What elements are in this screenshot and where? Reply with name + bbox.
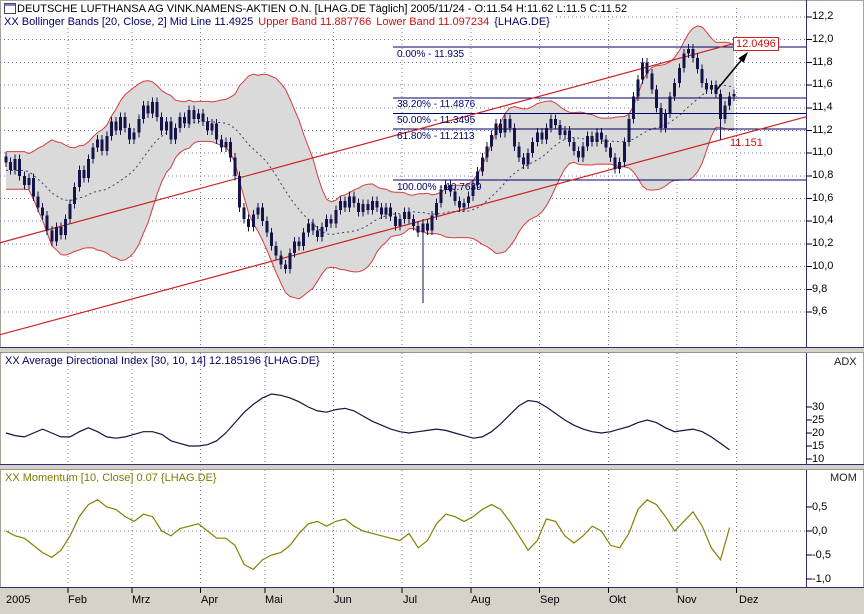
mom-chart-area[interactable]: [0, 470, 806, 587]
y-tick-label: 12,2: [812, 10, 834, 22]
y-tick-label: 9,6: [812, 305, 828, 317]
symbol-label: {LHAG.DE}: [494, 16, 550, 28]
month-label: Okt: [609, 594, 627, 606]
bollinger-midline-label: XX Bollinger Bands [20, Close, 2] Mid Li…: [4, 16, 254, 28]
time-axis-bar: [0, 587, 864, 614]
adx-tick-label: 30: [812, 401, 825, 413]
bollinger-upper-label: Upper Band 11.887766: [258, 16, 372, 28]
mom-tick-label: 0,0: [812, 525, 828, 537]
adx-title: XX Average Directional Index [30, 10, 14…: [5, 355, 320, 367]
adx-chart-area[interactable]: [0, 353, 806, 464]
chart-window-icon: [4, 3, 16, 14]
y-tick-label: 10,8: [812, 169, 834, 181]
fib-label-382: 38.20% - 11.4876: [397, 99, 476, 110]
y-tick-label: 10,0: [812, 260, 834, 272]
month-label: Sep: [540, 594, 560, 606]
adx-tick-label: 20: [812, 427, 825, 439]
bollinger-lower-label: Lower Band 11.097234: [376, 16, 490, 28]
panel-separator[interactable]: [0, 347, 864, 353]
chart-title: DEUTSCHE LUFTHANSA AG VINK.NAMENS-AKTIEN…: [17, 3, 628, 15]
month-label: Apr: [201, 594, 219, 606]
y-tick-label: 10,4: [812, 214, 834, 226]
y-tick-label: 11,2: [812, 124, 833, 136]
mom-tick-label: -1,0: [812, 573, 831, 585]
fib-label-618: 61.80% - 11.2113: [397, 131, 475, 142]
y-tick-label: 10,6: [812, 192, 834, 204]
month-label: Mai: [265, 594, 283, 606]
month-label: Aug: [471, 594, 491, 606]
month-label: 2005: [6, 594, 31, 606]
month-label: Dez: [739, 594, 759, 606]
fib-label-50: 50.00% - 11.3495: [397, 115, 476, 126]
mom-axis-name: MOM: [830, 472, 857, 484]
y-tick-label: 10,2: [812, 237, 834, 249]
y-tick-label: 12,0: [812, 33, 834, 45]
adx-tick-label: 10: [812, 453, 825, 465]
month-label: Jul: [403, 594, 418, 606]
y-tick-label: 11,8: [812, 56, 833, 68]
fib-label-100: 100.00% - 10.7639: [397, 182, 482, 193]
mom-tick-label: -0,5: [812, 549, 831, 561]
panel-separator[interactable]: [0, 464, 864, 470]
month-label: Jun: [334, 594, 352, 606]
bollinger-legend: XX Bollinger Bands [20, Close, 2] Mid Li…: [4, 16, 555, 28]
trend-price-tag-high: 12.0496: [733, 37, 779, 51]
adx-axis-name: ADX: [834, 356, 857, 368]
trend-price-label-low: 11.151: [730, 137, 763, 149]
mom-tick-label: 0,5: [812, 501, 828, 513]
month-label: Feb: [68, 594, 87, 606]
month-label: Mrz: [132, 594, 151, 606]
adx-tick-label: 25: [812, 414, 825, 426]
y-tick-label: 11,6: [812, 78, 833, 90]
y-tick-label: 9,8: [812, 283, 828, 295]
y-tick-label: 11,0: [812, 146, 833, 158]
adx-tick-label: 15: [812, 440, 825, 452]
month-label: Nov: [677, 594, 697, 606]
y-tick-label: 11,4: [812, 101, 833, 113]
fib-label-0: 0.00% - 11.935: [397, 49, 465, 60]
mom-title: XX Momentum [10, Close] 0.07 {LHAG.DE}: [5, 472, 217, 484]
